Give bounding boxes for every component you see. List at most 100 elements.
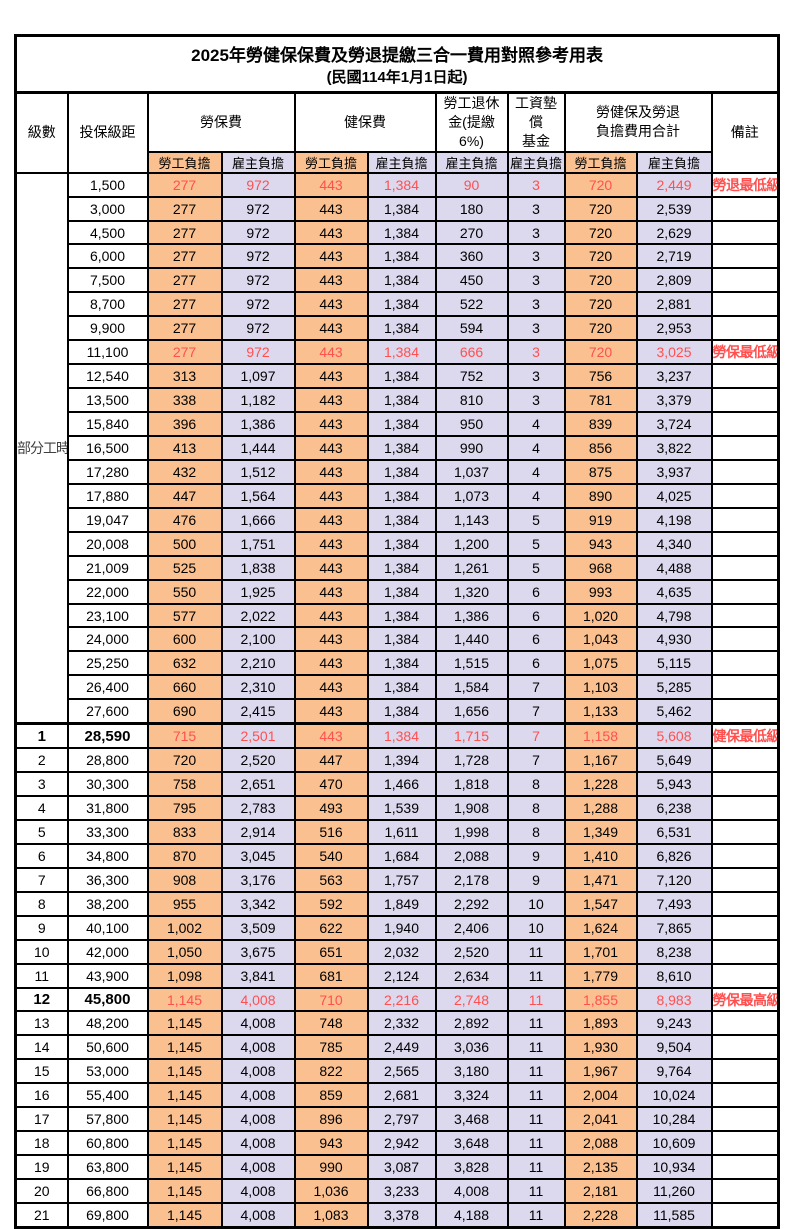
pension-employer-cell: 1,998 [434, 818, 509, 845]
health-employee-cell: 540 [293, 842, 369, 869]
labor-employee-cell: 1,145 [146, 1201, 223, 1229]
pension-employer-cell: 1,200 [434, 530, 509, 557]
note-cell [710, 434, 780, 461]
note-cell [710, 938, 780, 965]
labor-employer-cell: 3,509 [220, 914, 296, 941]
table-row: 24,000 600 2,100 443 1,384 1,440 6 1,043 4,930 [16, 626, 780, 653]
salary-bracket-cell: 23,100 [66, 602, 149, 629]
health-employer-cell: 1,384 [366, 411, 437, 437]
table-row: 15,840 396 1,386 443 1,384 950 4 839 3,724 [16, 411, 780, 437]
labor-employee-cell: 277 [146, 243, 223, 270]
health-employer-cell: 2,332 [366, 1010, 437, 1037]
total-employer-cell: 4,025 [635, 482, 713, 509]
total-employee-cell: 890 [563, 482, 638, 509]
wage-fund-employer-cell: 7 [506, 674, 566, 701]
total-employee-cell: 1,167 [563, 747, 638, 774]
salary-bracket-cell: 13,500 [66, 387, 149, 414]
note-cell [710, 219, 780, 246]
total-employee-cell: 1,701 [563, 938, 638, 965]
total-employee-cell: 720 [563, 315, 638, 342]
total-employer-cell: 2,539 [635, 195, 713, 222]
pension-employer-cell: 1,584 [434, 674, 509, 701]
wage-fund-employer-cell: 11 [506, 1130, 566, 1157]
pension-employer-cell: 1,320 [434, 578, 509, 605]
labor-employee-cell: 600 [146, 626, 223, 653]
table-row: 17,280 432 1,512 443 1,384 1,037 4 875 3,937 [16, 458, 780, 485]
salary-bracket-cell: 20,008 [66, 530, 149, 557]
table-row: 25,250 632 2,210 443 1,384 1,515 6 1,075 5,115 [16, 650, 780, 677]
total-employee-cell: 1,547 [563, 890, 638, 917]
labor-employee-cell: 413 [146, 434, 223, 461]
pension-employer-cell: 3,180 [434, 1058, 509, 1085]
col-header-level: 級數 [14, 91, 69, 174]
table-row: 3,000 277 972 443 1,384 180 3 720 2,539 [16, 195, 780, 222]
note-cell [710, 530, 780, 557]
total-employee-cell: 1,349 [563, 818, 638, 845]
wage-fund-employer-cell: 6 [506, 650, 566, 677]
salary-bracket-cell: 21,009 [66, 554, 149, 581]
health-employee-cell: 651 [293, 938, 369, 965]
total-employer-cell: 8,983 [635, 986, 713, 1013]
table-row: 13 48,200 1,145 4,008 748 2,332 2,892 11 1,893 9,… [14, 1010, 780, 1037]
salary-bracket-cell: 38,200 [66, 890, 149, 917]
table-title-cell: 2025年勞健保保費及勞退提繳三合一費用對照參考用表 (民國114年1月1日起) [14, 34, 780, 94]
note-cell [710, 1058, 780, 1085]
health-employer-cell: 1,849 [366, 890, 437, 917]
note-cell [710, 1201, 780, 1229]
note-cell [710, 1034, 780, 1061]
pension-employer-cell: 594 [434, 315, 509, 342]
table-body: 部分工時1,5002779724431,3849037202,449勞退最低級距… [14, 171, 780, 1229]
total-employee-cell: 720 [563, 339, 638, 366]
pension-employer-cell: 752 [434, 363, 509, 390]
note-cell [710, 195, 780, 222]
labor-employer-cell: 1,925 [220, 578, 296, 605]
health-employer-cell: 2,216 [366, 986, 437, 1013]
pension-employer-cell: 950 [434, 411, 509, 437]
labor-employee-cell: 525 [146, 554, 223, 581]
health-employee-cell: 443 [293, 291, 369, 318]
salary-bracket-cell: 50,600 [66, 1034, 149, 1061]
salary-bracket-cell: 24,000 [66, 626, 149, 653]
wage-fund-employer-cell: 11 [506, 1010, 566, 1037]
table-row: 4,500 277 972 443 1,384 270 3 720 2,629 [16, 219, 780, 246]
salary-bracket-cell: 55,400 [66, 1082, 149, 1109]
labor-employee-cell: 1,145 [146, 986, 223, 1013]
note-cell [710, 1154, 780, 1181]
health-employer-cell: 1,384 [366, 363, 437, 390]
total-employer-cell: 5,115 [635, 650, 713, 677]
labor-employer-cell: 4,008 [220, 1154, 296, 1181]
total-employer-cell: 6,238 [635, 795, 713, 821]
health-employee-cell: 443 [293, 650, 369, 677]
total-employer-cell: 9,764 [635, 1058, 713, 1085]
pension-employer-cell: 1,818 [434, 771, 509, 798]
level-cell: 9 [14, 914, 69, 941]
table-row: 5 33,300 833 2,914 516 1,611 1,998 8 1,349 6,531 [14, 818, 780, 845]
total-employee-cell: 993 [563, 578, 638, 605]
total-employee-cell: 720 [563, 171, 638, 198]
health-employer-cell: 1,384 [366, 291, 437, 318]
total-employee-cell: 2,181 [563, 1178, 638, 1204]
level-cell: 11 [14, 962, 69, 989]
health-employee-cell: 1,083 [293, 1201, 369, 1229]
pension-employer-cell: 2,892 [434, 1010, 509, 1037]
note-cell [710, 842, 780, 869]
health-employee-cell: 443 [293, 602, 369, 629]
health-employer-cell: 1,384 [366, 578, 437, 605]
labor-employee-cell: 338 [146, 387, 223, 414]
labor-employer-cell: 972 [220, 315, 296, 342]
labor-employer-cell: 1,097 [220, 363, 296, 390]
table-row: 3 30,300 758 2,651 470 1,466 1,818 8 1,228 5,943 [14, 771, 780, 798]
salary-bracket-cell: 17,880 [66, 482, 149, 509]
wage-fund-employer-cell: 11 [506, 1154, 566, 1181]
note-cell [710, 482, 780, 509]
total-employee-cell: 875 [563, 458, 638, 485]
health-employee-cell: 896 [293, 1106, 369, 1133]
total-employee-cell: 1,471 [563, 866, 638, 893]
labor-employee-cell: 758 [146, 771, 223, 798]
labor-employer-cell: 1,564 [220, 482, 296, 509]
health-employer-cell: 1,384 [366, 650, 437, 677]
wage-fund-employer-cell: 11 [506, 986, 566, 1013]
salary-bracket-cell: 22,000 [66, 578, 149, 605]
labor-employer-cell: 4,008 [220, 1201, 296, 1229]
